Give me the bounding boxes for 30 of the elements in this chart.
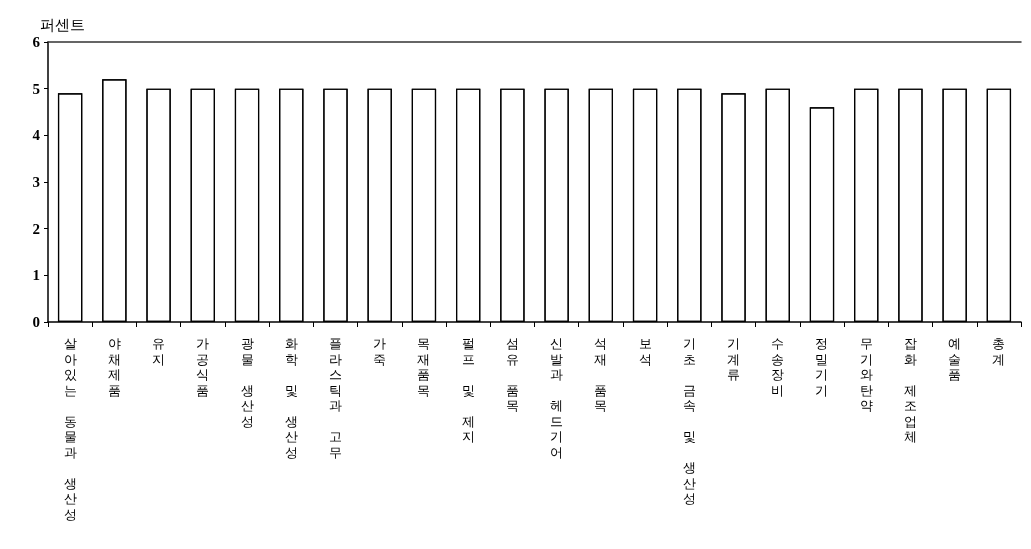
category-label: 섬유 품목 xyxy=(505,336,519,414)
category-label: 석재 품목 xyxy=(594,336,608,414)
y-tick-label: 3 xyxy=(32,174,40,190)
y-axis-title: 퍼센트 xyxy=(40,15,85,34)
x-tick-label: 정밀기기 xyxy=(815,336,829,398)
category-label: 기초 금속 및 생산성 xyxy=(682,336,696,507)
category-label: 잡화 제조업체 xyxy=(903,336,917,445)
y-tick-label: 5 xyxy=(32,80,40,97)
x-tick-label: 목재품목 xyxy=(417,336,431,398)
category-label: 광물 생산성 xyxy=(240,336,254,429)
x-tick-label: 기계류 xyxy=(727,336,741,383)
x-tick-label: 무기와탄약 xyxy=(859,336,873,414)
category-label: 신발과 헤드기어 xyxy=(550,336,564,460)
x-tick-label: 가죽 xyxy=(373,336,387,367)
category-label: 펄프 및 제지 xyxy=(461,336,475,445)
x-tick-label: 총계 xyxy=(992,336,1006,367)
x-tick-label: 유지 xyxy=(152,336,166,367)
category-label: 살아있는 동물과 생산성 xyxy=(63,336,77,522)
x-tick-label: 예술품 xyxy=(948,336,962,383)
x-tick-label: 보석 xyxy=(638,336,652,367)
x-tick-label: 가공식품 xyxy=(196,336,210,398)
y-tick-label: 0 xyxy=(32,314,40,330)
x-tick-label: 수송장비 xyxy=(771,336,785,398)
y-tick-label: 6 xyxy=(32,34,41,50)
x-tick-label: 야채제품 xyxy=(107,336,121,398)
y-tick-label: 1 xyxy=(32,267,40,284)
y-tick-label: 2 xyxy=(32,220,40,237)
y-tick-label: 4 xyxy=(32,127,41,144)
category-label: 플라스틱과 고무 xyxy=(328,336,342,460)
category-label: 화학 및 생산성 xyxy=(284,336,298,460)
